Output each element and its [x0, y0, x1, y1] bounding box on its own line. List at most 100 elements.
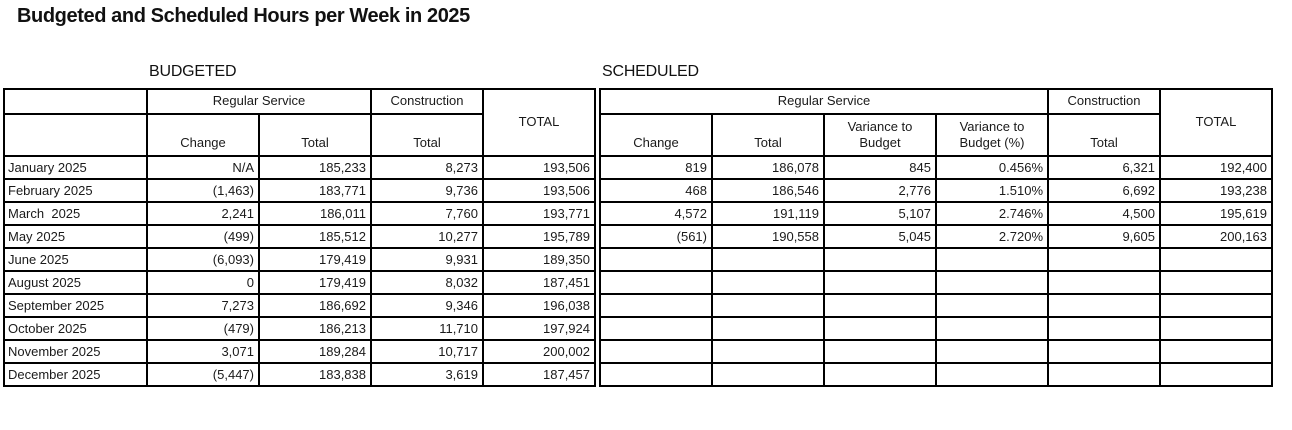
scheduled-variance-pct-cell	[935, 316, 1049, 341]
budgeted-grand-total-cell: 193,506	[482, 178, 596, 203]
month-cell: August 2025	[3, 270, 148, 295]
scheduled-grand-total-cell: 193,238	[1159, 178, 1273, 203]
header-row-columns: Change Total Variance to Budget Variance…	[599, 113, 1272, 157]
scheduled-table: Regular Service Construction TOTAL Chang…	[599, 88, 1273, 387]
table-row: February 2025 (1,463) 183,771 9,736 193,506	[3, 178, 596, 203]
budgeted-regular-change-cell: 3,071	[146, 339, 260, 364]
budgeted-grand-total-cell: 187,451	[482, 270, 596, 295]
budgeted-construction-header: Construction	[370, 88, 484, 115]
budgeted-construction-total-cell: 11,710	[370, 316, 484, 341]
scheduled-regular-total-cell: 186,546	[711, 178, 825, 203]
scheduled-regular-change-cell: 4,572	[599, 201, 713, 226]
scheduled-variance-pct-cell	[935, 270, 1049, 295]
scheduled-grand-total-cell: 195,619	[1159, 201, 1273, 226]
scheduled-construction-total-cell	[1047, 316, 1161, 341]
header-row-columns: Change Total Total	[3, 113, 595, 157]
scheduled-construction-total-cell: 6,692	[1047, 178, 1161, 203]
budgeted-grand-total-cell: 200,002	[482, 339, 596, 364]
scheduled-variance-cell	[823, 270, 937, 295]
month-cell: October 2025	[3, 316, 148, 341]
scheduled-variance-pct-cell: 1.510%	[935, 178, 1049, 203]
scheduled-regular-total-cell	[711, 247, 825, 272]
budgeted-construction-total-header: Total	[370, 113, 484, 157]
scheduled-construction-total-cell	[1047, 247, 1161, 272]
budgeted-regular-total-cell: 189,284	[258, 339, 372, 364]
scheduled-regular-change-cell	[599, 316, 713, 341]
scheduled-grand-total-header: TOTAL	[1159, 88, 1273, 157]
scheduled-construction-total-cell: 9,605	[1047, 224, 1161, 249]
month-cell: June 2025	[3, 247, 148, 272]
budgeted-regular-change-cell: (499)	[146, 224, 260, 249]
scheduled-variance-pct-cell	[935, 293, 1049, 318]
scheduled-variance-cell	[823, 339, 937, 364]
budgeted-table-body: January 2025 N/A 185,233 8,273 193,506 Februa…	[3, 155, 596, 387]
table-row	[599, 362, 1273, 387]
scheduled-construction-total-header: Total	[1047, 113, 1161, 157]
scheduled-variance-cell: 845	[823, 155, 937, 180]
scheduled-grand-total-cell	[1159, 247, 1273, 272]
budgeted-construction-total-cell: 10,277	[370, 224, 484, 249]
table-row: November 2025 3,071 189,284 10,717 200,002	[3, 339, 596, 364]
budgeted-regular-change-cell: (5,447)	[146, 362, 260, 387]
table-row	[599, 339, 1273, 364]
scheduled-table-body: 819 186,078 845 0.456% 6,321 192,400 468 186,54…	[599, 155, 1273, 387]
month-header-spacer	[3, 88, 148, 115]
scheduled-construction-total-cell: 4,500	[1047, 201, 1161, 226]
scheduled-variance-pct-cell: 2.720%	[935, 224, 1049, 249]
scheduled-regular-total-cell: 186,078	[711, 155, 825, 180]
budgeted-total-header: Total	[258, 113, 372, 157]
budgeted-regular-service-header: Regular Service	[146, 88, 372, 115]
scheduled-regular-total-cell	[711, 339, 825, 364]
scheduled-change-header: Change	[599, 113, 713, 157]
scheduled-grand-total-cell: 200,163	[1159, 224, 1273, 249]
scheduled-regular-total-cell	[711, 293, 825, 318]
scheduled-regular-change-cell	[599, 247, 713, 272]
table-row: October 2025 (479) 186,213 11,710 197,924	[3, 316, 596, 341]
scheduled-regular-change-cell	[599, 362, 713, 387]
scheduled-grand-total-cell	[1159, 293, 1273, 318]
scheduled-regular-total-cell	[711, 362, 825, 387]
table-row	[599, 293, 1273, 318]
budgeted-regular-total-cell: 186,213	[258, 316, 372, 341]
budgeted-construction-total-cell: 3,619	[370, 362, 484, 387]
scheduled-regular-total-cell: 190,558	[711, 224, 825, 249]
table-row	[599, 247, 1273, 272]
month-cell: December 2025	[3, 362, 148, 387]
scheduled-variance-cell	[823, 293, 937, 318]
scheduled-variance-pct-cell	[935, 362, 1049, 387]
budgeted-regular-change-cell: (1,463)	[146, 178, 260, 203]
table-row: August 2025 0 179,419 8,032 187,451	[3, 270, 596, 295]
scheduled-construction-total-cell	[1047, 339, 1161, 364]
scheduled-construction-header: Construction	[1047, 88, 1161, 115]
budgeted-construction-total-cell: 10,717	[370, 339, 484, 364]
budgeted-change-header: Change	[146, 113, 260, 157]
month-cell: May 2025	[3, 224, 148, 249]
budgeted-regular-total-cell: 183,771	[258, 178, 372, 203]
scheduled-regular-change-cell	[599, 339, 713, 364]
month-cell: September 2025	[3, 293, 148, 318]
budgeted-regular-total-cell: 183,838	[258, 362, 372, 387]
table-row: December 2025 (5,447) 183,838 3,619 187,457	[3, 362, 596, 387]
budgeted-regular-total-cell: 179,419	[258, 247, 372, 272]
budgeted-grand-total-cell: 195,789	[482, 224, 596, 249]
table-row: September 2025 7,273 186,692 9,346 196,038	[3, 293, 596, 318]
scheduled-variance-header: Variance to Budget	[823, 113, 937, 157]
scheduled-regular-total-cell: 191,119	[711, 201, 825, 226]
budgeted-section-label: BUDGETED	[149, 63, 237, 80]
scheduled-regular-total-cell	[711, 316, 825, 341]
scheduled-grand-total-cell	[1159, 339, 1273, 364]
scheduled-grand-total-cell: 192,400	[1159, 155, 1273, 180]
scheduled-grand-total-cell	[1159, 270, 1273, 295]
month-cell: March 2025	[3, 201, 148, 226]
tables-container: Regular Service Construction TOTAL Chang…	[3, 88, 1273, 387]
budgeted-construction-total-cell: 7,760	[370, 201, 484, 226]
table-row: May 2025 (499) 185,512 10,277 195,789	[3, 224, 596, 249]
scheduled-regular-total-cell	[711, 270, 825, 295]
header-row-groups: Regular Service Construction TOTAL	[3, 88, 596, 157]
budgeted-grand-total-cell: 193,771	[482, 201, 596, 226]
budgeted-table: Regular Service Construction TOTAL Chang…	[3, 88, 596, 387]
scheduled-regular-change-cell: (561)	[599, 224, 713, 249]
scheduled-construction-total-cell: 6,321	[1047, 155, 1161, 180]
scheduled-construction-total-cell	[1047, 362, 1161, 387]
